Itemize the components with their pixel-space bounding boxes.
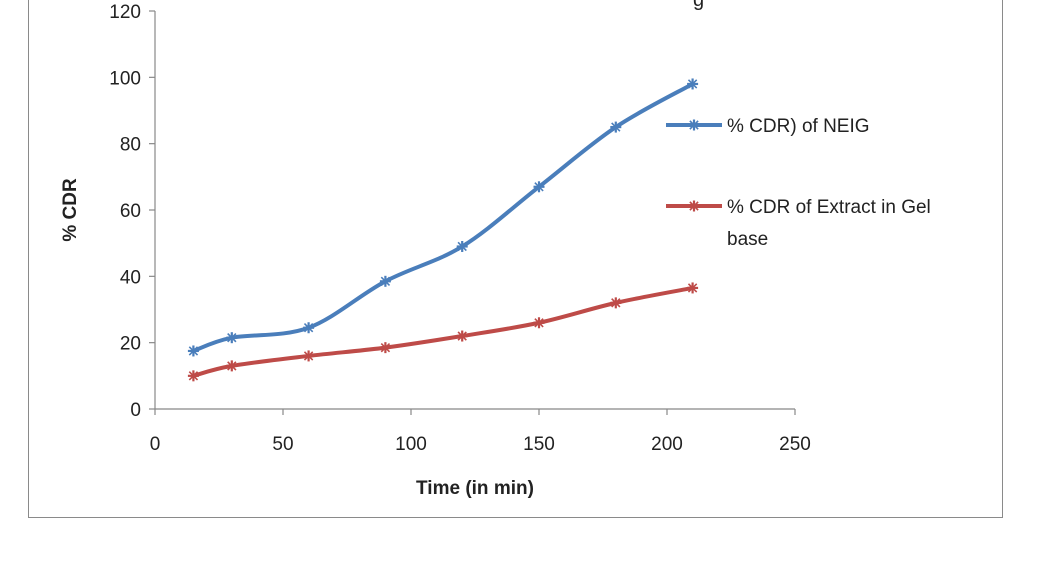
y-tick-label: 100 xyxy=(109,68,141,89)
x-tick-label: 150 xyxy=(523,434,555,455)
x-tick-label: 250 xyxy=(779,434,811,455)
y-tick-labels: 0 20 40 60 80 100 120 xyxy=(109,2,141,421)
x-tick-label: 200 xyxy=(651,434,683,455)
legend-item: % CDR) of NEIG xyxy=(666,116,870,137)
x-tick-labels: 0 50 100 150 200 250 xyxy=(150,434,811,455)
data-point xyxy=(687,282,699,294)
chart-frame xyxy=(28,0,1003,518)
x-tick-label: 50 xyxy=(272,434,293,455)
y-tick-label: 120 xyxy=(109,2,141,23)
data-point xyxy=(226,332,238,344)
data-point xyxy=(687,78,699,90)
data-point xyxy=(533,181,545,193)
data-point xyxy=(379,275,391,287)
data-point xyxy=(187,345,199,357)
data-point xyxy=(187,370,199,382)
legend-marker xyxy=(688,119,700,131)
y-tick-label: 60 xyxy=(120,201,141,222)
x-axis-title: Time (in min) xyxy=(416,478,534,499)
legend: % CDR) of NEIG % CDR of Extract in Gel bas… xyxy=(666,116,931,250)
data-point xyxy=(456,330,468,342)
legend-item: % CDR of Extract in Gel base xyxy=(666,197,931,250)
data-point xyxy=(456,240,468,252)
series-line xyxy=(191,285,695,378)
data-point xyxy=(610,121,622,133)
x-tick-label: 0 xyxy=(150,434,161,455)
data-point xyxy=(533,317,545,329)
legend-label: % CDR) of NEIG xyxy=(727,116,870,137)
data-point xyxy=(610,297,622,309)
x-tick-label: 100 xyxy=(395,434,427,455)
legend-label: base xyxy=(727,229,768,250)
series-layer xyxy=(187,78,699,382)
legend-marker xyxy=(688,200,700,212)
chart-title: g xyxy=(693,0,704,11)
y-axis-title: % CDR xyxy=(60,178,81,242)
data-point xyxy=(379,342,391,354)
y-tick-label: 40 xyxy=(120,267,141,288)
legend-label: % CDR of Extract in Gel xyxy=(727,197,931,218)
data-point xyxy=(303,350,315,362)
series-1 xyxy=(187,78,699,357)
y-tick-label: 80 xyxy=(120,135,141,156)
series-2 xyxy=(187,282,699,382)
data-point xyxy=(303,322,315,334)
y-tick-label: 20 xyxy=(120,334,141,355)
data-point xyxy=(226,360,238,372)
y-tick-label: 0 xyxy=(130,400,141,421)
series-line xyxy=(191,81,695,353)
axes xyxy=(149,10,796,415)
